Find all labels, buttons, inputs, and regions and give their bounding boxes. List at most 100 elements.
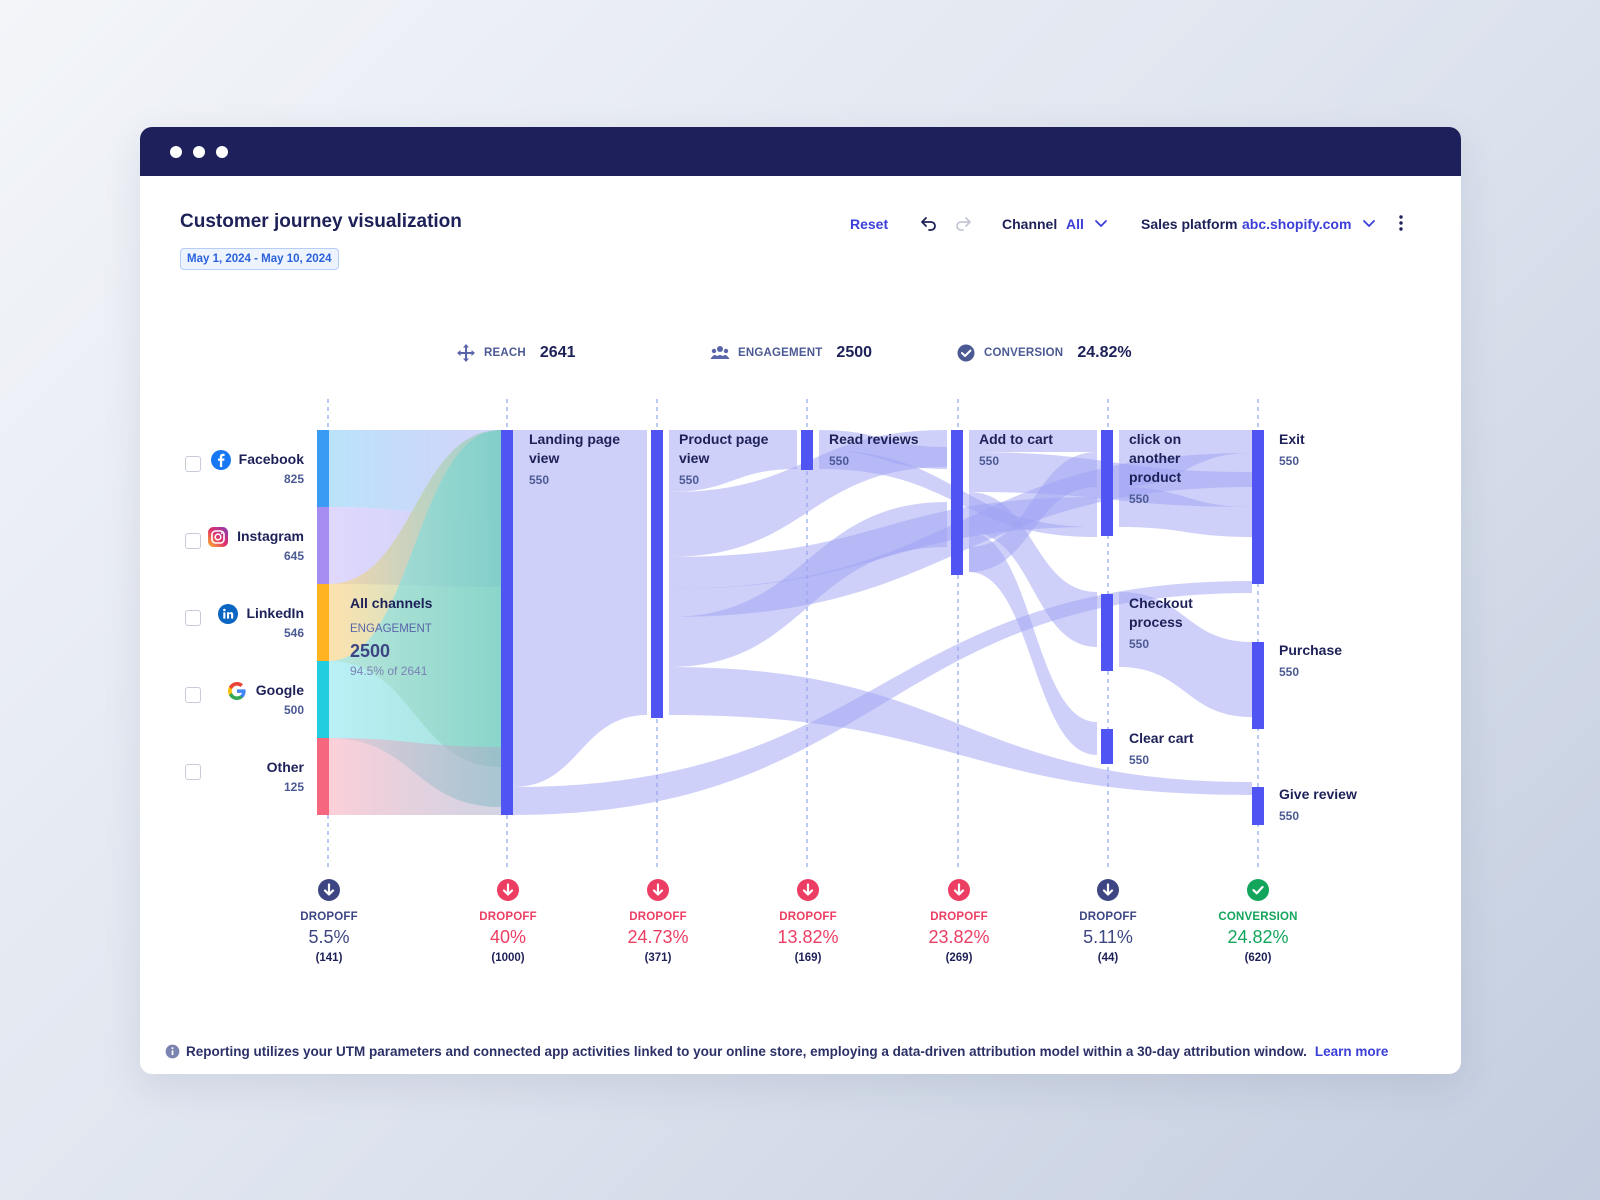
bar-click-another-product: [1101, 430, 1113, 536]
chevron-down-icon[interactable]: [1358, 212, 1380, 234]
channel-filter-dropdown[interactable]: All: [1066, 216, 1084, 232]
node-click-another-product[interactable]: click on another product 550: [1129, 430, 1219, 509]
bar-add-to-cart: [951, 430, 963, 575]
flow-product-review: [669, 667, 1252, 795]
sales-platform-label: Sales platform: [1141, 216, 1238, 232]
flow-cart-clearcart: [969, 532, 1097, 755]
node-read-reviews[interactable]: Read reviews 550: [829, 430, 949, 471]
arrow-down-icon: [318, 879, 340, 901]
conversion-value: 24.82%: [1077, 344, 1132, 361]
node-product-page-view[interactable]: Product page view 550: [679, 430, 789, 490]
engagement-value: 2500: [836, 344, 873, 361]
node-exit[interactable]: Exit 550: [1279, 430, 1369, 471]
flow-cart-another-b: [969, 452, 1097, 572]
flow-other: [328, 738, 501, 815]
node-clear-cart[interactable]: Clear cart 550: [1129, 729, 1219, 770]
dropoff-count: (44): [1097, 952, 1119, 964]
channel-count: 825: [283, 472, 304, 486]
window-dot: [170, 146, 182, 158]
bar-other: [317, 738, 329, 815]
redo-icon[interactable]: [952, 212, 974, 234]
channel-name: Instagram: [237, 528, 304, 544]
node-checkout-process[interactable]: Checkout process 550: [1129, 594, 1219, 654]
node-value: 550: [1129, 753, 1150, 767]
channel-name: Facebook: [238, 451, 304, 467]
channel-row-instagram: Instagram 645: [180, 527, 304, 568]
chevron-down-icon[interactable]: [1090, 212, 1112, 234]
channel-count: 546: [283, 626, 304, 640]
app-window: Customer journey visualization May 1, 20…: [140, 127, 1461, 1074]
flow-google: [328, 430, 501, 807]
linkedin-icon: [218, 604, 238, 624]
flow-cart-another: [969, 430, 1097, 452]
sales-platform-dropdown[interactable]: abc.shopify.com: [1242, 216, 1352, 232]
channel-name: Other: [266, 759, 304, 775]
node-label: Give review: [1279, 786, 1357, 802]
bar-landing-page-view: [501, 430, 513, 815]
bar-exit: [1252, 430, 1264, 584]
all-channels-metric-label: ENGAGEMENT: [350, 623, 432, 635]
linkedin-checkbox[interactable]: [185, 610, 201, 626]
conversion-label: CONVERSION: [984, 347, 1064, 359]
flow-cart-checkout: [969, 492, 1097, 647]
users-icon: [710, 346, 730, 359]
dropoff-label: DROPOFF: [479, 911, 537, 923]
dropoff-percent: 5.5%: [308, 927, 350, 947]
node-give-review[interactable]: Give review 550: [1279, 785, 1389, 826]
dropoff-count: (141): [315, 952, 343, 964]
info-icon: [165, 1044, 180, 1058]
all-channels-sub: 94.5% of 2641: [350, 664, 428, 678]
bar-google: [317, 661, 329, 738]
bar-linkedin: [317, 584, 329, 661]
date-range-badge: May 1, 2024 - May 10, 2024: [180, 248, 339, 270]
channel-count: 125: [283, 780, 304, 794]
arrow-down-icon: [1097, 879, 1119, 901]
footer-note: Reporting utilizes your UTM parameters a…: [165, 1041, 1388, 1061]
node-purchase[interactable]: Purchase 550: [1279, 641, 1379, 682]
dropoff-count: (371): [644, 952, 672, 964]
bar-instagram: [317, 507, 329, 584]
reset-button[interactable]: Reset: [850, 216, 889, 232]
other-checkbox[interactable]: [185, 764, 201, 780]
bar-checkout-process: [1101, 594, 1113, 671]
flow-another-exit-b: [1119, 487, 1252, 537]
engagement-stat: ENGAGEMENT 2500: [710, 341, 872, 365]
flow-product-reviews: [669, 430, 797, 492]
dropoff-product: DROPOFF 24.73% (371): [598, 878, 718, 964]
bar-facebook: [317, 430, 329, 507]
channel-name: Google: [255, 682, 304, 698]
dropoff-count: (269): [945, 952, 973, 964]
flow-reviews-cart: [819, 430, 947, 469]
node-label: Purchase: [1279, 642, 1343, 658]
reach-label: REACH: [484, 347, 526, 359]
learn-more-link[interactable]: Learn more: [1314, 1043, 1389, 1059]
reach-stat: REACH 2641: [456, 341, 575, 365]
google-checkbox[interactable]: [185, 687, 201, 703]
channel-filter-label: Channel: [1002, 216, 1058, 232]
bar-give-review: [1252, 787, 1264, 825]
window-dot: [193, 146, 205, 158]
undo-icon[interactable]: [918, 212, 940, 234]
move-arrows-icon: [457, 344, 475, 362]
dropoff-percent: 24.73%: [627, 927, 689, 947]
bar-purchase: [1252, 642, 1264, 729]
dropoff-percent: 23.82%: [928, 927, 990, 947]
node-landing-page-view[interactable]: Landing page view 550: [529, 430, 644, 490]
conversion-label: CONVERSION: [1218, 911, 1298, 923]
channel-row-google: Google 500: [180, 682, 304, 722]
facebook-checkbox[interactable]: [185, 456, 201, 472]
bar-read-reviews: [801, 430, 813, 470]
node-add-to-cart[interactable]: Add to cart 550: [979, 430, 1099, 471]
node-value: 550: [1129, 637, 1150, 651]
flow-product-cart-b: [669, 502, 947, 667]
bar-clear-cart: [1101, 729, 1113, 764]
flow-another-exit: [1119, 430, 1252, 487]
arrow-down-icon: [948, 879, 970, 901]
channel-row-facebook: Facebook 825: [180, 450, 304, 491]
more-vertical-icon[interactable]: [1390, 212, 1412, 234]
instagram-checkbox[interactable]: [185, 533, 201, 549]
window-titlebar: [140, 127, 1461, 176]
dropoff-percent: 5.11%: [1083, 927, 1133, 947]
flow-landing-product: [513, 430, 647, 787]
dropoff-label: DROPOFF: [1079, 911, 1137, 923]
